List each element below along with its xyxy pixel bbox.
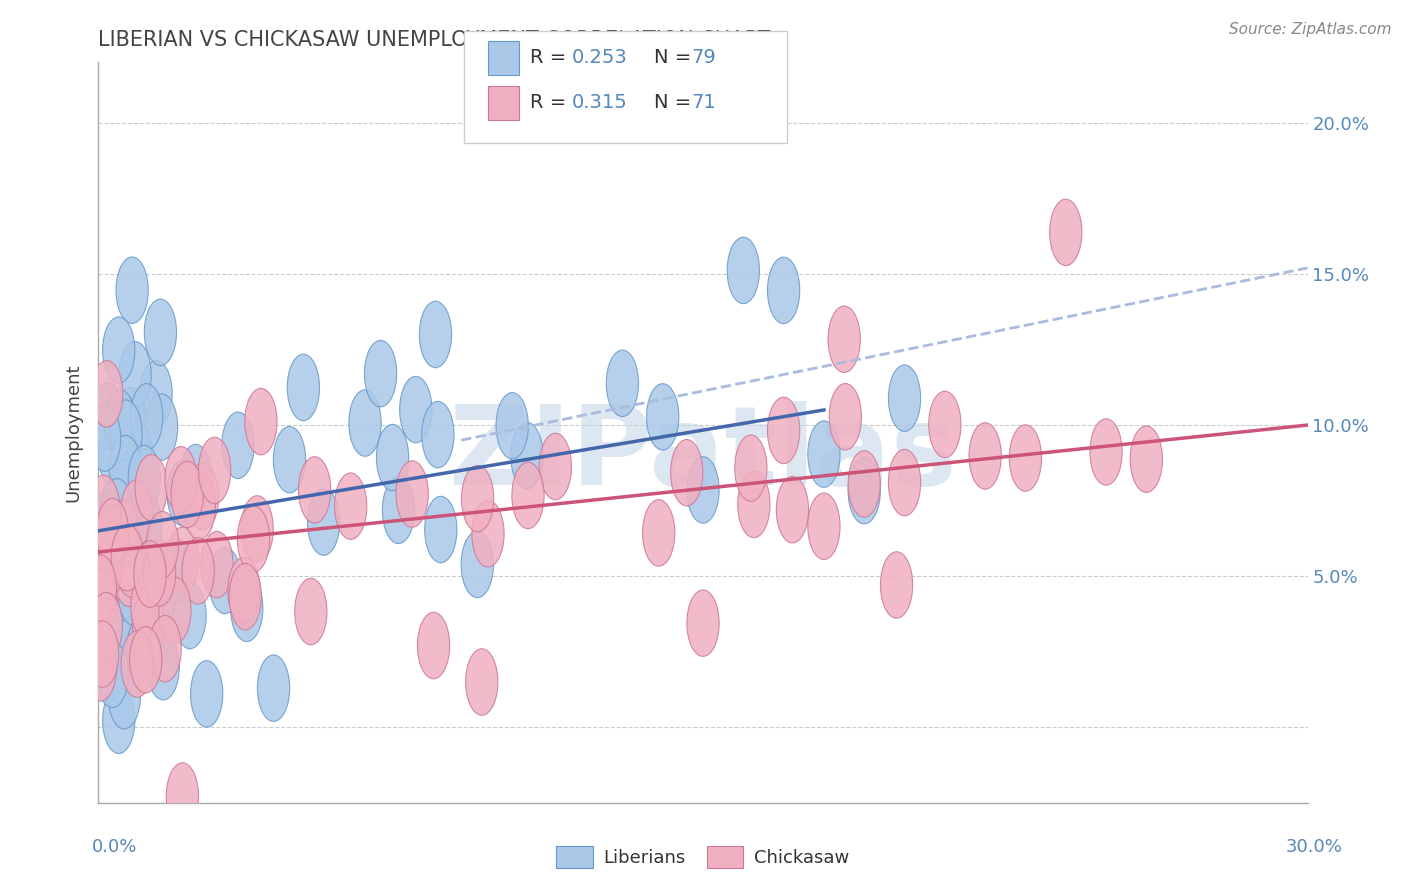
Y-axis label: Unemployment: Unemployment	[65, 363, 83, 502]
Text: 79: 79	[692, 48, 717, 67]
Text: N =: N =	[654, 94, 697, 112]
Legend: Liberians, Chickasaw: Liberians, Chickasaw	[550, 838, 856, 875]
Text: ZIPatlas: ZIPatlas	[449, 401, 957, 508]
Text: LIBERIAN VS CHICKASAW UNEMPLOYMENT CORRELATION CHART: LIBERIAN VS CHICKASAW UNEMPLOYMENT CORRE…	[98, 29, 770, 50]
Text: 71: 71	[692, 94, 717, 112]
Text: R =: R =	[530, 94, 572, 112]
Text: R =: R =	[530, 48, 572, 67]
Text: 0.253: 0.253	[572, 48, 628, 67]
Text: N =: N =	[654, 48, 697, 67]
Text: 30.0%: 30.0%	[1286, 838, 1343, 855]
Text: 0.315: 0.315	[572, 94, 628, 112]
Text: 0.0%: 0.0%	[91, 838, 136, 855]
Text: Source: ZipAtlas.com: Source: ZipAtlas.com	[1229, 22, 1392, 37]
